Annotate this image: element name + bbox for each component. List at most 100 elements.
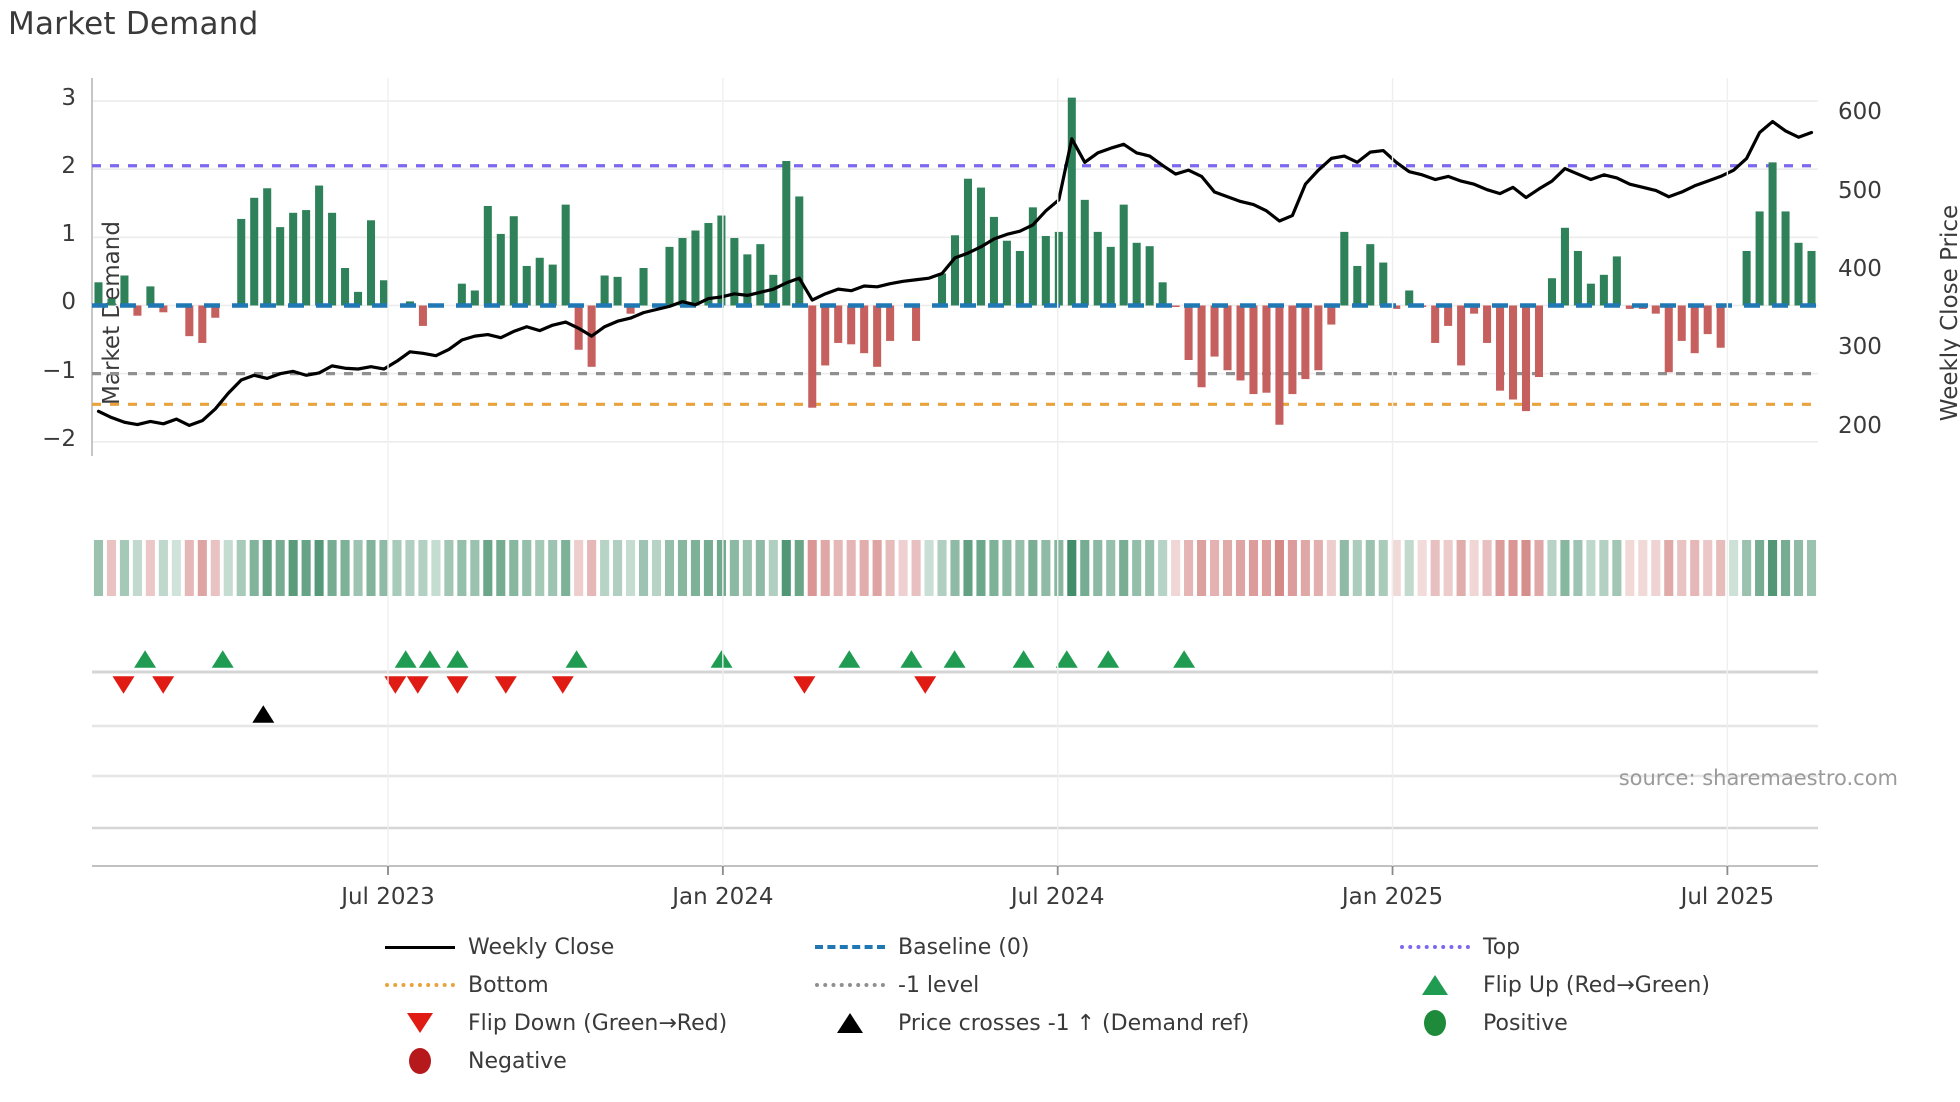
legend-item-weekly-close[interactable]: Weekly Close [372, 935, 802, 960]
line-icon [372, 945, 468, 949]
heat-cell [755, 540, 765, 596]
demand-bar [1054, 231, 1063, 306]
heat-cell [1469, 540, 1479, 596]
demand-bar [1612, 256, 1621, 306]
heat-cell [963, 540, 973, 596]
heat-cell [820, 540, 830, 596]
heat-cell [1326, 540, 1336, 596]
heat-cell [1443, 540, 1453, 596]
demand-bar [834, 305, 843, 343]
heat-cell [470, 540, 480, 596]
heat-cell [742, 540, 752, 596]
legend-item-minus-one-level[interactable]: -1 level [802, 973, 1387, 998]
demand-bar [756, 244, 765, 306]
legend-item-negative[interactable]: Negative [372, 1048, 802, 1074]
y-tick-label-right: 200 [1838, 412, 1882, 439]
heat-cell [1508, 540, 1518, 596]
heat-cell [197, 540, 207, 596]
heat-cell [950, 540, 960, 596]
demand-bar [1301, 305, 1310, 380]
heat-cell [210, 540, 220, 596]
demand-bar [354, 291, 363, 306]
demand-bar [237, 218, 246, 306]
price-cross-marker [252, 705, 275, 723]
heat-cell [677, 540, 688, 596]
demand-bar [107, 298, 116, 306]
demand-bar [379, 280, 389, 306]
dashed-line-icon [802, 945, 898, 949]
heat-cell [937, 540, 947, 596]
demand-bar [821, 305, 830, 366]
demand-bar [1067, 97, 1076, 306]
heat-cell [1222, 540, 1233, 596]
heat-cell [1300, 540, 1310, 596]
legend-item-flip-up[interactable]: Flip Up (Red→Green) [1387, 973, 1772, 998]
demand-bar [717, 215, 726, 306]
chart-legend: Weekly Close Baseline (0) Top Bottom -1 … [372, 928, 1772, 1080]
heat-cell [1002, 540, 1012, 596]
demand-bar [691, 230, 700, 306]
heat-cell [1391, 540, 1401, 596]
demand-bar [263, 188, 272, 306]
demand-bar [341, 268, 350, 306]
heat-cell [288, 540, 298, 596]
heat-cell [340, 540, 350, 596]
heat-cell [262, 540, 272, 596]
demand-bar [120, 275, 129, 306]
heat-cell [1664, 540, 1674, 596]
heat-cell [729, 540, 739, 596]
flip-up-marker [900, 650, 923, 668]
demand-bar [1755, 211, 1764, 306]
heat-cell [392, 540, 402, 596]
legend-label: Bottom [468, 972, 549, 998]
demand-bar [743, 254, 752, 306]
heat-cell [1015, 540, 1025, 596]
demand-bar [483, 205, 492, 306]
demand-bar [1768, 162, 1777, 306]
heat-cell [1599, 540, 1609, 596]
legend-item-flip-down[interactable]: Flip Down (Green→Red) [372, 1011, 802, 1036]
demand-bar [1327, 305, 1336, 325]
heat-cell [1793, 540, 1804, 596]
demand-bar [1716, 305, 1725, 348]
flip-down-marker [112, 676, 135, 694]
demand-bar [989, 216, 998, 306]
demand-bar [639, 268, 648, 306]
heat-cell [1677, 540, 1687, 596]
flip-down-marker [384, 676, 407, 694]
heat-cell [1534, 540, 1544, 596]
heat-cell [716, 540, 726, 596]
y-tick-label-right: 500 [1838, 177, 1882, 204]
demand-bar [1483, 305, 1492, 343]
page-title: Market Demand [8, 6, 259, 42]
heat-cell [223, 540, 233, 596]
heat-cell [1703, 540, 1713, 596]
demand-bar [1028, 207, 1037, 306]
demand-bar [847, 305, 856, 345]
legend-item-bottom[interactable]: Bottom [372, 973, 802, 998]
heat-cell [1197, 540, 1207, 596]
x-tick-label: Jan 2025 [1341, 884, 1444, 910]
demand-bar [950, 235, 960, 306]
dotted-line-icon [1387, 945, 1483, 949]
legend-label: Top [1483, 934, 1521, 960]
legend-item-positive[interactable]: Positive [1387, 1010, 1772, 1036]
heat-cell [522, 540, 532, 596]
demand-bar [1041, 235, 1050, 306]
demand-bar [1599, 274, 1608, 306]
legend-item-top[interactable]: Top [1387, 935, 1772, 960]
flip-down-marker [446, 676, 469, 694]
heat-cell [1054, 540, 1064, 596]
heat-cell [690, 540, 700, 596]
heat-cell [1716, 540, 1726, 596]
dotted-line-icon [802, 983, 898, 987]
demand-bar [1470, 305, 1479, 314]
demand-bar [1742, 250, 1751, 306]
demand-bar [795, 196, 804, 306]
heat-cell [898, 540, 908, 596]
heat-cell [1404, 540, 1414, 596]
legend-item-price-cross[interactable]: Price crosses -1 ↑ (Demand ref) [802, 1011, 1387, 1036]
legend-item-baseline[interactable]: Baseline (0) [802, 935, 1387, 960]
demand-bar [211, 305, 220, 318]
